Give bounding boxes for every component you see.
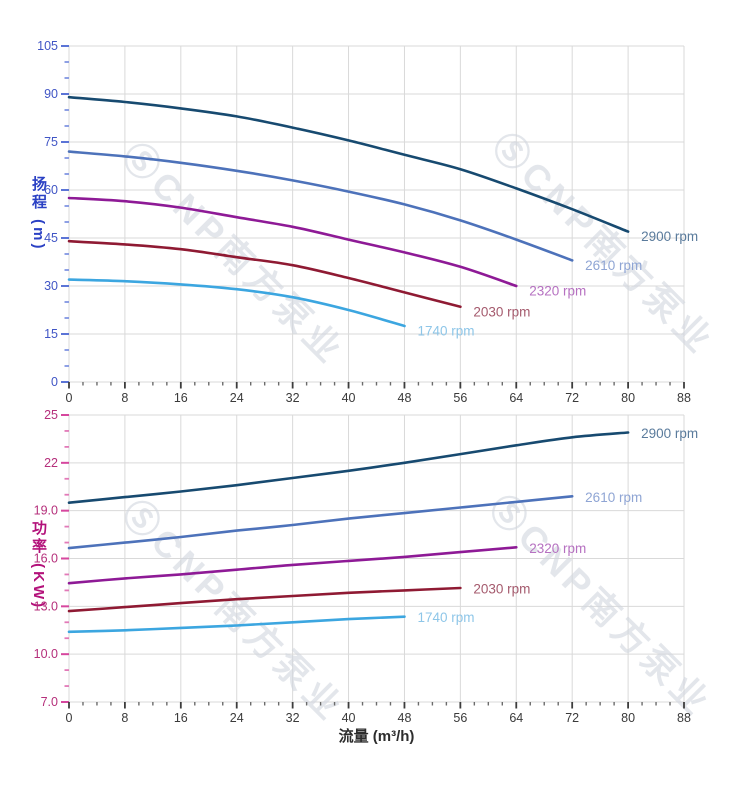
flow-axis-title: 流量 (m³/h) [338,728,415,745]
curve-2320rpm [67,196,518,288]
x-tick-label: 0 [66,711,73,725]
curve-label-2030rpm: 2030 rpm [473,581,530,596]
curve-2320rpm [67,546,518,585]
x-tick-label: 80 [621,711,635,725]
y-tick-label: 60 [44,183,58,197]
head-axis-title: 扬程 (m) [30,176,47,252]
x-tick-label: 64 [509,711,523,725]
curve-label-1740rpm: 1740 rpm [417,610,474,625]
x-tick-label: 72 [565,711,579,725]
y-tick-label: 7.0 [41,695,58,709]
y-tick-label: 45 [44,231,58,245]
power-chart: ⓈCNP南方泵业 ⓈCNP南方泵业7.010.013.016.019.022250… [34,408,720,730]
y-tick-label: 16.0 [34,552,58,566]
curve-2030rpm [67,586,462,613]
x-tick-label: 16 [174,391,188,405]
curve-label-2900rpm: 2900 rpm [641,426,698,441]
x-tick-label: 32 [286,391,300,405]
curve-label-2320rpm: 2320 rpm [529,541,586,556]
watermark-cnp-logo-icon: ⓈCNP南方泵业 [114,492,352,730]
y-tick-label: 90 [44,87,58,101]
y-tick-label: 15 [44,327,58,341]
curve-label-2030rpm: 2030 rpm [473,304,530,319]
y-tick-label: 10.0 [34,647,58,661]
x-tick-label: 80 [621,391,635,405]
y-tick-label: 75 [44,135,58,149]
x-tick-label: 64 [509,391,523,405]
y-tick-label: 13.0 [34,599,58,613]
curve-2610rpm [67,495,574,550]
x-tick-label: 48 [398,711,412,725]
x-tick-label: 88 [677,391,691,405]
x-tick-label: 40 [342,711,356,725]
x-tick-label: 32 [286,711,300,725]
x-tick-label: 16 [174,711,188,725]
x-tick-label: 0 [66,391,73,405]
curve-2900rpm [67,95,630,233]
y-tick-label: 19.0 [34,504,58,518]
y-tick-label: 25 [44,408,58,422]
x-tick-label: 24 [230,711,244,725]
x-tick-label: 48 [398,391,412,405]
curve-2900rpm [67,431,630,504]
curve-label-2900rpm: 2900 rpm [641,229,698,244]
curve-label-2610rpm: 2610 rpm [585,258,642,273]
x-tick-label: 40 [342,391,356,405]
curve-2610rpm [67,150,574,262]
x-tick-label: 24 [230,391,244,405]
x-tick-label: 72 [565,391,579,405]
y-tick-label: 105 [37,39,58,53]
curve-1740rpm [67,615,406,634]
x-tick-label: 8 [121,711,128,725]
curve-1740rpm [67,278,406,328]
x-tick-label: 88 [677,711,691,725]
curve-label-2610rpm: 2610 rpm [585,490,642,505]
x-tick-label: 56 [453,391,467,405]
y-tick-label: 0 [51,375,58,389]
curve-2030rpm [67,239,462,309]
y-tick-label: 30 [44,279,58,293]
x-tick-label: 56 [453,711,467,725]
x-tick-label: 8 [121,391,128,405]
y-tick-label: 22 [44,456,58,470]
power-axis-title: 功率 (KW) [30,520,47,611]
curve-label-2320rpm: 2320 rpm [529,284,586,299]
curve-label-1740rpm: 1740 rpm [417,324,474,339]
